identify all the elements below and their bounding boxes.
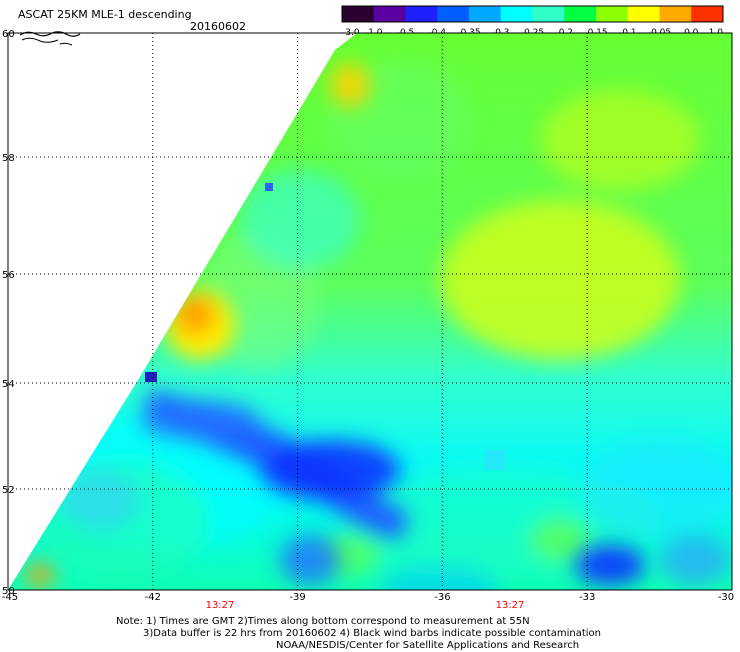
colorbar-block (342, 6, 375, 22)
product-date: 20160602 (190, 20, 246, 33)
wind-field (8, 33, 732, 590)
longitude-tick-label: -36 (434, 592, 450, 603)
colorbar-block (596, 6, 629, 22)
colorbar-block (405, 6, 438, 22)
longitude-tick-label: -45 (2, 592, 18, 603)
longitude-tick-label: -42 (145, 592, 161, 603)
colorbar-block (469, 6, 502, 22)
latitude-tick-label: 56 (2, 270, 15, 281)
latitude-tick-label: 60 (2, 29, 15, 40)
product-title: ASCAT 25KM MLE-1 descending (18, 8, 192, 21)
footer-note: Note: 1) Times are GMT 2)Times along bot… (116, 616, 601, 652)
pass-time-label: 13:27 (496, 600, 525, 611)
latitude-tick-label: 58 (2, 153, 15, 164)
colorbar-block (691, 6, 724, 22)
longitude-tick-label: -39 (289, 592, 305, 603)
colorbar-block (532, 6, 565, 22)
latitude-tick-label: 54 (2, 379, 15, 390)
colorbar-block (659, 6, 692, 22)
colorbar-block (437, 6, 470, 22)
colorbar-block (373, 6, 406, 22)
footer-note-line1: Note: 1) Times are GMT 2)Times along bot… (116, 616, 530, 627)
colorbar-block (627, 6, 660, 22)
colorbar-block (564, 6, 597, 22)
longitude-tick-label: -33 (579, 592, 595, 603)
latitude-tick-label: 50 (2, 586, 15, 597)
latitude-tick-label: 52 (2, 485, 15, 496)
footer-credit: NOAA/NESDIS/Center for Satellite Applica… (276, 640, 580, 651)
colorbar-block (500, 6, 533, 22)
longitude-tick-label: -30 (718, 592, 734, 603)
pass-time-label: 13:27 (206, 600, 235, 611)
footer-note-line2: 3)Data buffer is 22 hrs from 20160602 4)… (143, 628, 601, 639)
